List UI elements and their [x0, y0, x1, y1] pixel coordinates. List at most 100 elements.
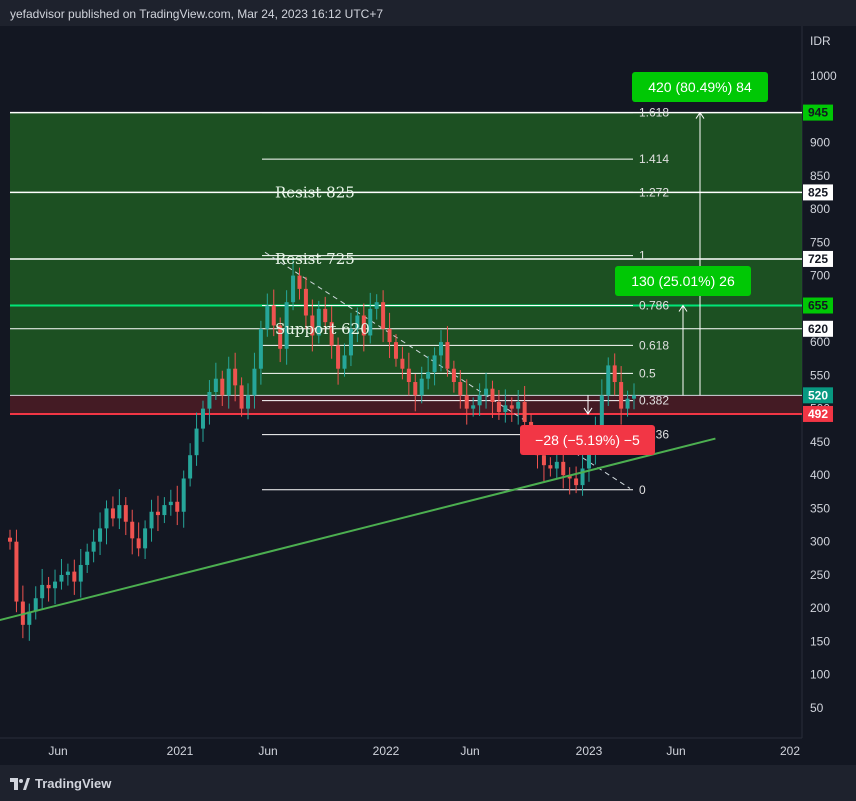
y-tick-label: 200 [810, 601, 830, 615]
price-label: 725 [808, 252, 828, 266]
candlesticks [8, 259, 636, 641]
y-tick-label: 50 [810, 701, 824, 715]
x-tick-label: Jun [666, 744, 685, 758]
candle-body [271, 305, 276, 326]
candle-body [586, 448, 591, 469]
measure-tools: 420 (80.49%) 84 130 (25.01%) 26 −28 (−5.19… [520, 72, 768, 455]
price-chart[interactable]: 1.6181.4141.27210.7860.6180.50.3820.2360… [0, 26, 856, 765]
support-trendline [0, 437, 716, 622]
measure-label: 130 (25.01%) 26 [631, 273, 735, 289]
y-tick-label: 550 [810, 368, 830, 382]
price-label-box [803, 184, 833, 201]
candle-body [233, 368, 238, 386]
candle-body [490, 388, 495, 402]
candle-body [619, 382, 624, 409]
candle-body [200, 408, 205, 429]
candle-body [291, 275, 296, 303]
trendline [0, 437, 716, 622]
x-tick-label: Jun [258, 744, 277, 758]
candle-body [85, 551, 90, 565]
candle-body [606, 365, 611, 396]
candle-body [432, 355, 437, 373]
candle-body [65, 571, 70, 575]
candle-body [374, 302, 379, 309]
candle-body [246, 395, 251, 409]
footer-bar [0, 765, 856, 801]
candle-body [426, 372, 431, 379]
candle-body [368, 308, 373, 336]
x-tick-label: 2021 [167, 744, 194, 758]
candle-body [413, 382, 418, 396]
candle-body [567, 475, 572, 479]
price-label-box [803, 405, 833, 422]
y-tick-label: 850 [810, 169, 830, 183]
candle-body [110, 508, 115, 519]
time-axis[interactable]: Jun 2021 Jun 2022 Jun 2023 Jun 202 [48, 744, 800, 758]
candle-body [503, 405, 508, 412]
candle-body [78, 564, 83, 582]
price-label-box [803, 104, 833, 121]
measure-box [615, 266, 751, 296]
candle-body [8, 537, 12, 542]
candle-body [194, 428, 199, 456]
candle-body [554, 461, 559, 469]
candle-body [445, 342, 450, 369]
stop-zone [10, 395, 802, 414]
candle-body [464, 395, 469, 409]
price-label: 825 [808, 185, 828, 199]
candle-body [46, 584, 51, 589]
measure-box [520, 425, 655, 455]
candle-body [213, 378, 218, 392]
candle-body [149, 511, 154, 529]
fib-level-label: 0.382 [639, 394, 669, 408]
candle-body [406, 368, 411, 383]
candle-body [381, 302, 386, 329]
candle-body [284, 302, 289, 349]
candle-body [59, 574, 64, 582]
candle-body [516, 401, 521, 409]
candle-body [27, 611, 32, 625]
candle-body [387, 328, 392, 343]
annotations: Resist 825 Resist 725 Support 620 [275, 183, 370, 337]
candle-body [252, 368, 257, 396]
y-tick-label: 600 [810, 335, 830, 349]
y-tick-label: 1000 [810, 69, 837, 83]
price-label: 945 [808, 106, 828, 120]
candle-body [14, 541, 19, 602]
candle-body [471, 405, 476, 409]
price-axis[interactable]: IDR5010015020025030035040045050055060065… [803, 34, 837, 715]
candle-body [220, 378, 225, 396]
candle-body [117, 505, 122, 519]
candle-body [574, 478, 579, 486]
candle-body [439, 342, 444, 356]
arrow-head-icon [583, 407, 593, 415]
candle-body [496, 401, 501, 412]
price-label: 655 [808, 299, 828, 313]
candle-body [477, 395, 482, 406]
tradingview-logo[interactable]: TradingView [10, 776, 111, 791]
publish-info: yefadvisor published on TradingView.com,… [10, 7, 383, 21]
candle-body [123, 505, 128, 522]
candle-body [155, 511, 160, 516]
publish-header: yefadvisor published on TradingView.com,… [0, 0, 856, 26]
price-label-box [803, 387, 833, 404]
y-tick-label: 750 [810, 235, 830, 249]
candle-body [451, 368, 456, 383]
y-tick-label: 900 [810, 136, 830, 150]
candle-body [258, 328, 263, 369]
candle-body [323, 308, 328, 323]
y-tick-label: 350 [810, 501, 830, 515]
measure-box [632, 72, 768, 102]
y-tick-label: 700 [810, 269, 830, 283]
x-tick-label: 2023 [576, 744, 603, 758]
candle-body [40, 584, 45, 599]
candle-body [342, 355, 347, 369]
candle-body [310, 315, 315, 336]
candle-body [625, 398, 630, 409]
fib-level-label: 0 [639, 483, 646, 497]
fib-level-label: 1.618 [639, 106, 669, 120]
candle-body [98, 528, 103, 542]
candle-body [136, 538, 141, 549]
chart-annotation: Resist 825 [275, 183, 355, 201]
y-tick-label: 450 [810, 435, 830, 449]
